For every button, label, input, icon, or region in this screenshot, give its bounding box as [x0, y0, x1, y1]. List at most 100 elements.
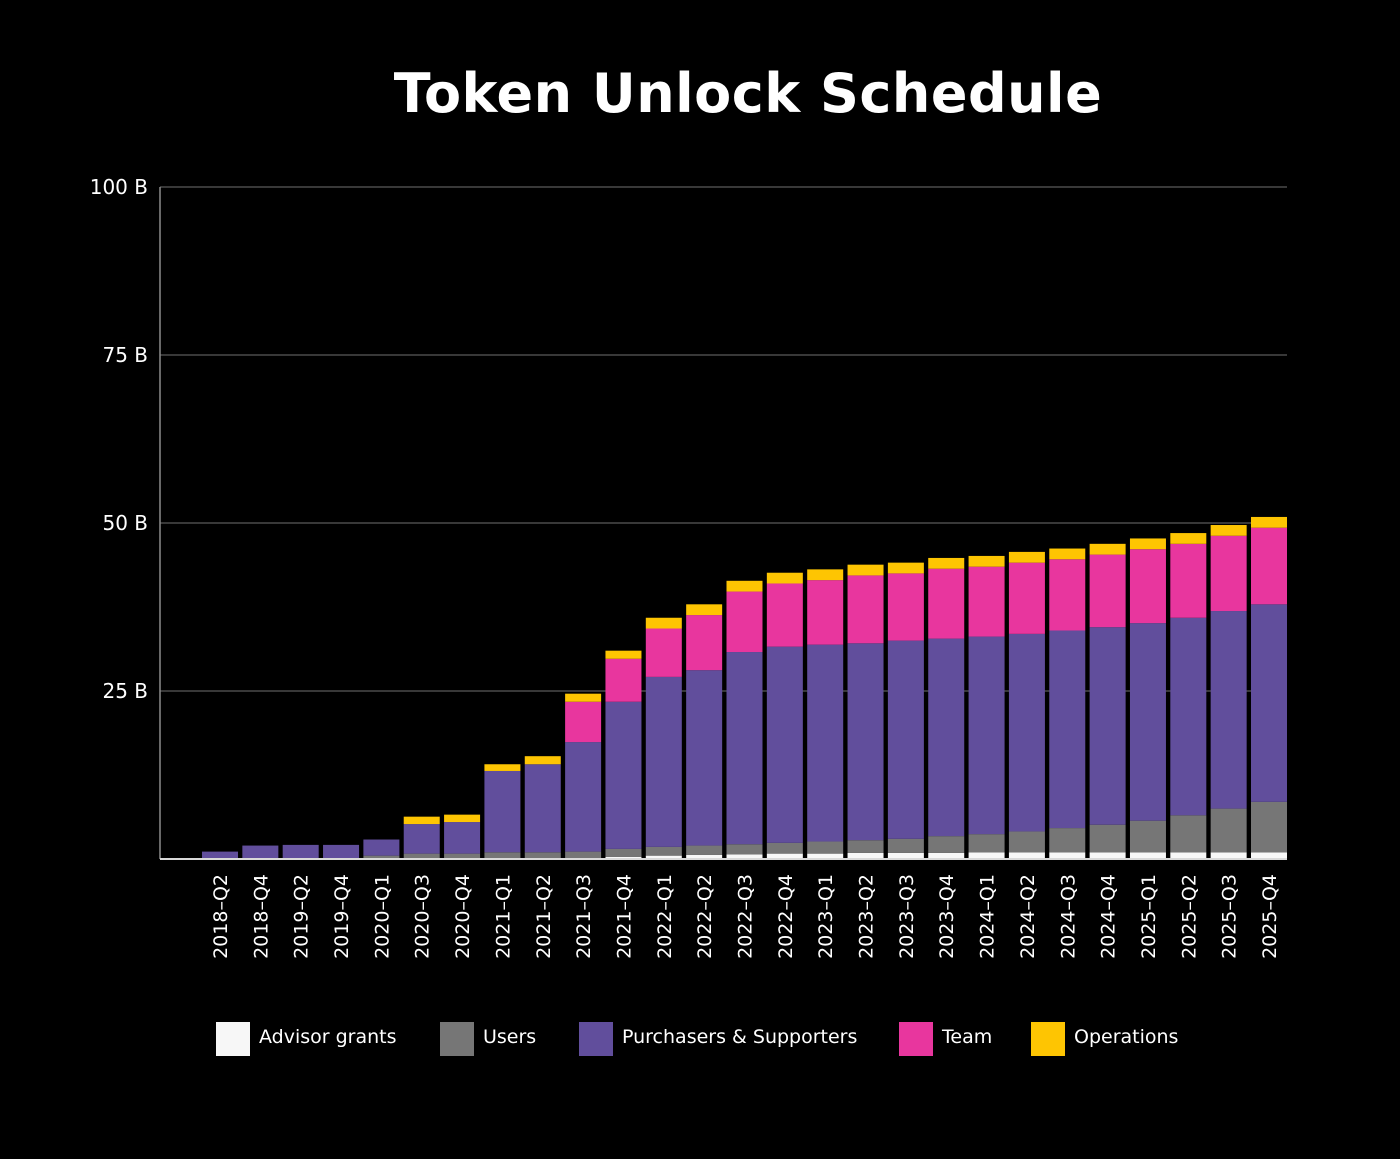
bar-segment: [605, 848, 642, 857]
bar-segment: [1089, 554, 1126, 628]
x-tick-label: 2019–Q4: [331, 874, 353, 959]
bar-segment: [766, 646, 803, 843]
x-tick-label: 2024–Q4: [1098, 874, 1120, 959]
bar-segment: [1008, 831, 1045, 853]
bar-segment: [766, 572, 803, 584]
bar-segment: [968, 636, 1005, 835]
bar-segment: [928, 568, 965, 639]
bar-segment: [524, 852, 561, 859]
bar-segment: [444, 822, 481, 854]
x-tick-label: 2021–Q3: [573, 874, 595, 959]
x-tick-label: 2025–Q4: [1259, 874, 1281, 959]
chart-title: Token Unlock Schedule: [393, 62, 1103, 125]
bar-segment: [202, 851, 238, 859]
bar-segment: [645, 628, 682, 677]
x-tick-label: 2018–Q4: [250, 874, 272, 959]
y-tick-label: 100 B: [90, 175, 148, 199]
x-tick-label: 2025–Q1: [1138, 874, 1160, 959]
bar-segment: [928, 836, 965, 853]
bar-segment: [645, 676, 682, 847]
bar-segment: [1129, 852, 1166, 859]
bar-segment: [645, 617, 682, 629]
bar-segment: [1251, 516, 1287, 528]
legend-swatch: [1031, 1022, 1065, 1056]
bar-segment: [1008, 633, 1045, 832]
bar-segment: [605, 856, 642, 859]
legend-label: Users: [483, 1026, 537, 1048]
legend-label: Operations: [1074, 1026, 1179, 1048]
bar-segment: [1008, 551, 1045, 563]
bar-segment: [565, 693, 602, 702]
bar-segment: [726, 580, 763, 592]
bar-segment: [686, 854, 723, 859]
x-tick-label: 2020–Q1: [371, 874, 393, 959]
bar-segment: [686, 604, 723, 616]
bar-segment: [524, 756, 561, 765]
x-tick-label: 2022–Q3: [735, 874, 757, 959]
axes: [159, 187, 1287, 860]
bar-segment: [1129, 820, 1166, 853]
bar-segment: [444, 814, 481, 823]
bar-segment: [726, 591, 763, 653]
x-tick-label: 2023–Q2: [856, 874, 878, 959]
bar-segment: [1049, 548, 1086, 560]
x-tick-label: 2024–Q3: [1057, 874, 1079, 959]
bar-segment: [928, 557, 965, 569]
bar-segment: [1170, 543, 1207, 618]
bar-segment: [766, 583, 803, 647]
bar-segment: [1129, 538, 1166, 550]
bar-segment: [565, 851, 602, 859]
x-tick-labels: 2018–Q2 2018–Q4 2019–Q2 2019–Q4 2020–Q1 2020–…: [210, 874, 1281, 959]
bar-segment: [766, 842, 803, 854]
x-tick-label: 2019–Q2: [291, 874, 313, 959]
bar-segment: [1170, 815, 1207, 853]
bar-segment: [403, 816, 440, 825]
x-tick-label: 2023–Q1: [815, 874, 837, 959]
bar-segment: [928, 638, 965, 837]
bar-segment: [1210, 535, 1247, 612]
bar-segment: [1089, 543, 1126, 555]
bar-segment: [484, 852, 521, 859]
y-tick-label: 50 B: [102, 511, 148, 535]
bar-segment: [726, 854, 763, 859]
bar-segment: [1251, 604, 1287, 802]
bar-segment: [968, 834, 1005, 853]
bar-segment: [1170, 533, 1207, 544]
bar-segment: [605, 701, 642, 849]
bar-segment: [847, 840, 884, 853]
bar-segment: [484, 764, 521, 771]
x-tick-label: 2021–Q2: [533, 874, 555, 959]
bar-segment: [807, 580, 844, 645]
bar-segment: [807, 644, 844, 842]
bar-segment: [766, 853, 803, 859]
bar-segment: [1170, 617, 1207, 816]
bar-segment: [1049, 559, 1086, 631]
y-tick-labels: 25 B 50 B 75 B 100 B: [90, 175, 148, 703]
bar-segment: [363, 839, 400, 856]
bar-segment: [323, 844, 360, 859]
legend-swatch: [216, 1022, 250, 1056]
bar-segment: [565, 701, 602, 743]
bar-segment: [847, 564, 884, 576]
x-tick-label: 2022–Q4: [775, 874, 797, 959]
bar-segment: [968, 555, 1005, 567]
bar-segment: [1008, 852, 1045, 859]
bar-segment: [847, 852, 884, 859]
bar-segment: [1008, 562, 1045, 634]
bar-segment: [403, 853, 440, 859]
x-tick-label: 2018–Q2: [210, 874, 232, 959]
bar-segment: [847, 575, 884, 644]
bar-segment: [1049, 852, 1086, 859]
bar-segment: [645, 846, 682, 856]
bar-segment: [484, 770, 521, 853]
bar-segment: [645, 855, 682, 859]
bar-segment: [807, 841, 844, 854]
bar-segment: [968, 852, 1005, 859]
bar-segment: [1089, 824, 1126, 853]
x-tick-label: 2020–Q4: [452, 874, 474, 959]
x-tick-label: 2022–Q1: [654, 874, 676, 959]
legend-label: Advisor grants: [259, 1026, 397, 1048]
bar-segment: [1251, 801, 1287, 853]
bar-segment: [524, 764, 561, 853]
